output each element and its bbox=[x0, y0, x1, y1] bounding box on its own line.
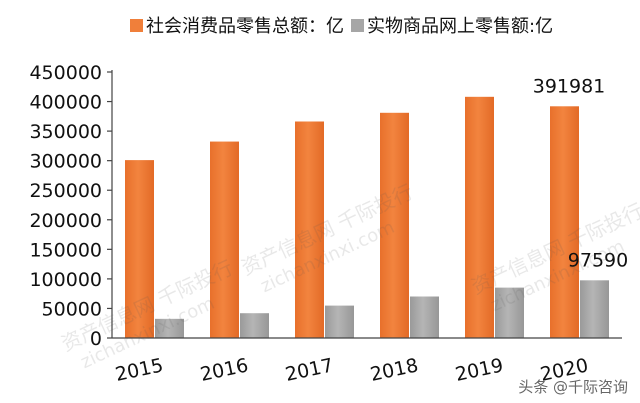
bar-retail-total-2017 bbox=[295, 121, 324, 338]
bar-online-retail-2020 bbox=[580, 280, 609, 338]
y-tick-label: 0 bbox=[90, 328, 102, 350]
y-tick-label: 350000 bbox=[29, 121, 102, 143]
legend-swatch-2 bbox=[351, 19, 364, 32]
bar-online-retail-2019 bbox=[495, 287, 524, 338]
legend: 社会消费品零售总额：亿 实物商品网上零售额:亿 bbox=[130, 16, 553, 37]
y-tick-label: 450000 bbox=[29, 62, 102, 84]
bar-online-retail-2018 bbox=[410, 296, 439, 338]
bar-retail-total-2018 bbox=[380, 112, 409, 339]
bars bbox=[125, 96, 609, 339]
bar-retail-total-2020 bbox=[550, 106, 579, 338]
y-tick-label: 200000 bbox=[29, 210, 102, 232]
bar-retail-total-2019 bbox=[465, 96, 494, 338]
x-tick-label: 2016 bbox=[198, 354, 250, 386]
x-tick-label: 2017 bbox=[283, 354, 335, 386]
bar-online-retail-2017 bbox=[325, 305, 354, 338]
bar-online-retail-2016 bbox=[240, 313, 269, 338]
y-tick-label: 300000 bbox=[29, 151, 102, 173]
y-tick-label: 100000 bbox=[29, 269, 102, 291]
x-tick-label: 2018 bbox=[368, 354, 420, 386]
data-label: 391981 bbox=[533, 75, 606, 97]
data-labels: 391981 97590 bbox=[533, 75, 628, 271]
y-tick-label: 50000 bbox=[42, 298, 102, 320]
legend-label-2: 实物商品网上零售额:亿 bbox=[367, 16, 553, 37]
bar-online-retail-2015 bbox=[155, 318, 184, 338]
legend-label-1: 社会消费品零售总额：亿 bbox=[146, 16, 344, 37]
legend-swatch-1 bbox=[130, 19, 143, 32]
bar-retail-total-2016 bbox=[210, 141, 239, 338]
bar-retail-total-2015 bbox=[125, 160, 154, 338]
x-tick-label: 2019 bbox=[453, 354, 505, 386]
x-tick-label: 2015 bbox=[113, 354, 165, 386]
watermark-footer: 头条 @千际咨询 bbox=[518, 378, 628, 396]
y-tick-label: 150000 bbox=[29, 239, 102, 261]
y-axis: 0 50000 100000 150000 200000 250000 300000 3500… bbox=[29, 62, 113, 350]
data-label: 97590 bbox=[568, 249, 628, 271]
y-tick-label: 250000 bbox=[29, 180, 102, 202]
y-tick-label: 400000 bbox=[29, 92, 102, 114]
